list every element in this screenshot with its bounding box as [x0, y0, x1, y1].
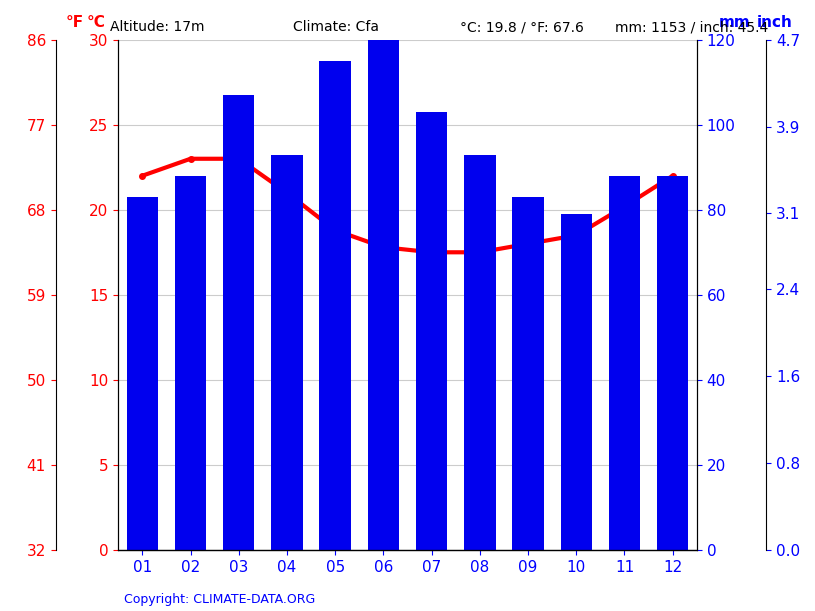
Bar [465, 155, 496, 550]
Text: °C: °C [86, 15, 106, 29]
Text: Climate: Cfa: Climate: Cfa [293, 20, 380, 34]
Bar [175, 176, 206, 550]
Bar [223, 95, 254, 550]
Bar [368, 40, 399, 550]
Text: °C: 19.8 / °F: 67.6: °C: 19.8 / °F: 67.6 [460, 20, 584, 34]
Text: °F: °F [66, 15, 84, 29]
Text: Altitude: 17m: Altitude: 17m [110, 20, 205, 34]
Text: inch: inch [757, 15, 793, 29]
Bar [561, 214, 592, 550]
Bar [416, 112, 447, 550]
Bar [271, 155, 302, 550]
Bar [319, 61, 350, 550]
Bar [609, 176, 640, 550]
Bar [513, 197, 544, 550]
Text: mm: 1153 / inch: 45.4: mm: 1153 / inch: 45.4 [615, 20, 769, 34]
Text: mm: mm [719, 15, 751, 29]
Text: Copyright: CLIMATE-DATA.ORG: Copyright: CLIMATE-DATA.ORG [124, 593, 315, 606]
Bar [126, 197, 158, 550]
Bar [657, 176, 689, 550]
